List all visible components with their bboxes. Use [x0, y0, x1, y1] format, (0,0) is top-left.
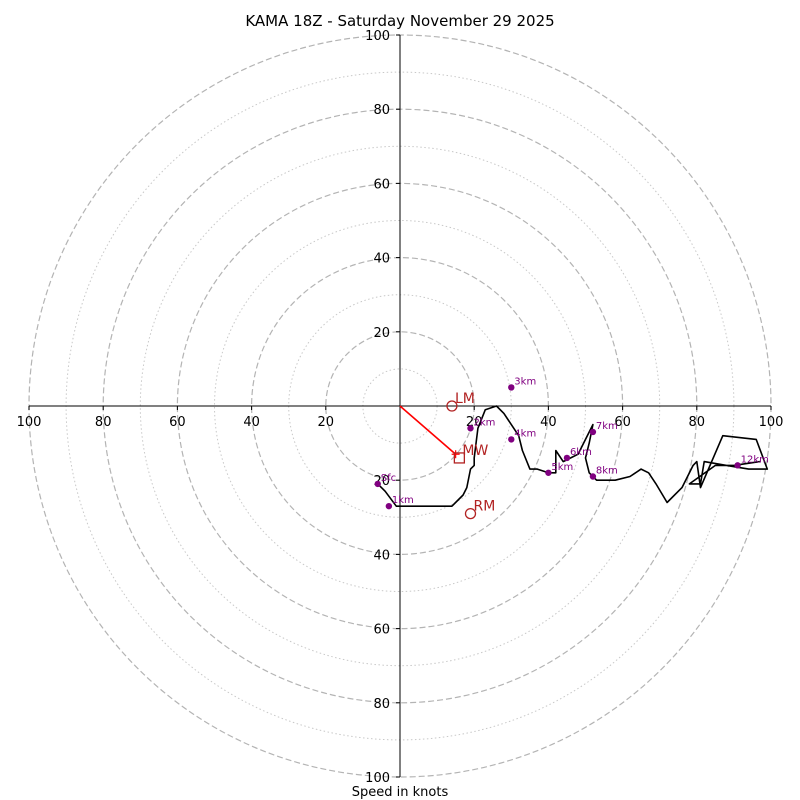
height-label-1km: 1km [392, 495, 414, 506]
y-tick-label: 60 [373, 623, 390, 638]
height-marker-1km [385, 502, 393, 510]
x-tick-label: 60 [614, 415, 631, 430]
y-tick-label: 40 [373, 548, 390, 563]
x-tick-label: 100 [17, 415, 42, 430]
height-label-4km: 4km [514, 428, 536, 439]
chart-title: KAMA 18Z - Saturday November 29 2025 [245, 12, 554, 30]
storm-motion-mw-label: MW [462, 443, 488, 459]
height-label-3km: 3km [514, 376, 536, 387]
hodograph-trace [377, 405, 769, 508]
y-tick-label: 40 [373, 252, 390, 267]
height-label-5km: 5km [551, 462, 573, 473]
height-marker-2km [467, 425, 474, 432]
height-marker-6km [563, 454, 571, 462]
y-tick-label: 80 [373, 103, 390, 118]
storm-motion-lm-marker [446, 400, 458, 412]
y-tick-label: 100 [365, 771, 390, 786]
height-label-Sfc: Sfc [381, 473, 396, 484]
x-axis-label: Speed in knots [352, 785, 449, 800]
height-markers: Sfc 1km 2km 3km 4km 5km 6km 7km 8km 12km [374, 376, 769, 510]
x-tick-label: 40 [243, 415, 260, 430]
y-tick-label: 80 [373, 697, 390, 712]
y-tick-label: 20 [373, 326, 390, 341]
y-tick-label: 100 [365, 29, 390, 44]
storm-motion-mw-marker [453, 452, 466, 464]
hodograph-line [377, 405, 769, 508]
x-tick-label: 80 [689, 415, 706, 430]
storm-motion-rm-label: RM [473, 499, 495, 515]
height-marker-3km [508, 384, 515, 391]
height-label-7km: 7km [596, 421, 618, 432]
height-marker-12km [734, 462, 741, 469]
x-tick-label: 40 [540, 415, 557, 430]
x-tick-label: 100 [759, 415, 784, 430]
height-marker-7km [589, 428, 597, 436]
mean-wind [399, 405, 460, 459]
height-marker-4km [508, 436, 515, 443]
height-marker-Sfc [374, 480, 381, 488]
storm-motion-rm-marker [464, 507, 477, 520]
y-tick-label: 60 [373, 177, 390, 192]
height-label-12km: 12km [741, 454, 769, 465]
height-marker-5km [545, 469, 552, 476]
height-label-8km: 8km [596, 465, 618, 476]
x-tick-label: 20 [318, 415, 335, 430]
height-label-6km: 6km [570, 447, 592, 458]
storm-motions: LM RM MW [446, 391, 495, 520]
storm-motion-lm-label: LM [455, 391, 475, 407]
height-label-2km: 2km [473, 417, 495, 428]
x-tick-label: 60 [169, 415, 186, 430]
mean-wind-vector [399, 405, 457, 455]
x-tick-label: 80 [95, 415, 112, 430]
height-marker-8km [589, 473, 597, 480]
